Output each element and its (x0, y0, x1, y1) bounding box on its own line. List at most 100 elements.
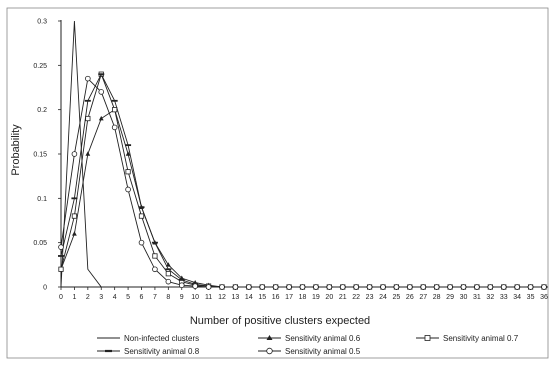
x-tick-label: 15 (258, 294, 266, 301)
series-3-point (125, 169, 131, 175)
series-5-point (339, 284, 346, 290)
x-tick-label: 18 (299, 294, 307, 301)
series-5-point (272, 284, 279, 290)
legend-label-sens-0-6: Sensitivity animal 0.6 (285, 334, 361, 343)
series-5-point (407, 284, 413, 290)
x-tick-label: 19 (312, 294, 320, 301)
x-tick-label: 26 (406, 294, 414, 301)
series-5-point (138, 239, 145, 246)
x-tick-label: 8 (166, 294, 170, 301)
x-tick-label: 34 (513, 294, 521, 301)
series-2-point (98, 115, 104, 121)
x-tick-label: 1 (72, 294, 76, 301)
figure-frame (6, 7, 549, 359)
legend-marker-square (424, 335, 431, 341)
x-tick-label: 31 (473, 294, 481, 301)
series-5-point (232, 284, 239, 290)
series-1-line (60, 20, 544, 288)
series-5-point (219, 284, 225, 290)
x-tick-label: 29 (446, 294, 454, 301)
legend-item-sens-0-6: Sensitivity animal 0.6 (258, 334, 361, 343)
x-tick-label: 12 (218, 294, 226, 301)
x-tick-label: 22 (352, 294, 360, 301)
series-5-point (420, 284, 427, 290)
x-tick-label: 3 (99, 294, 103, 301)
series-5-point (299, 284, 306, 290)
series-5-point (514, 284, 520, 290)
series-2-point (85, 151, 91, 156)
series-5-point (152, 266, 158, 273)
x-tick-label: 23 (366, 294, 374, 301)
series-3-point (112, 107, 118, 113)
series-3-point (138, 213, 145, 219)
series-5-point (205, 284, 212, 290)
x-tick-label: 4 (113, 294, 117, 301)
series-5-point (366, 284, 373, 290)
series-5-point (433, 284, 440, 290)
series-3-point (71, 213, 78, 219)
legend-label-non-infected: Non-infected clusters (124, 334, 199, 343)
y-tick-label: 0.3 (37, 19, 47, 26)
series-5-point (259, 284, 266, 290)
axes (60, 20, 548, 288)
series-5-point (487, 284, 494, 290)
y-tick-label: 0.05 (33, 240, 47, 247)
x-tick-label: 32 (486, 294, 494, 301)
x-tick-label: 6 (140, 294, 144, 301)
series-5-point (380, 284, 386, 290)
series-5-point (460, 284, 467, 290)
series-3-point (152, 253, 158, 259)
series-5-point (541, 284, 547, 290)
legend-marker-triangle (266, 335, 273, 340)
series-5-point (178, 282, 185, 289)
series-5-point (165, 278, 172, 285)
series-5-point (447, 284, 453, 290)
x-tick-label: 2 (86, 294, 90, 301)
x-tick-label: 13 (232, 294, 240, 301)
x-tick-label: 25 (393, 294, 401, 301)
x-tick-label: 36 (540, 294, 548, 301)
x-tick-label: 21 (339, 294, 347, 301)
y-axis-label: Probability (10, 124, 22, 176)
legend-item-sens-0-8: Sensitivity animal 0.8 (97, 347, 200, 356)
x-tick-label: 20 (325, 294, 333, 301)
series-5-point (111, 124, 118, 131)
series-5-point (286, 284, 292, 290)
series-5-point (326, 284, 333, 290)
series-5-point (98, 89, 105, 95)
x-axis-label: Number of positive clusters expected (190, 315, 370, 327)
series-3-point (58, 266, 64, 272)
y-tick-label: 0.2 (37, 107, 47, 114)
series-5-point (393, 284, 400, 290)
series-5-point (58, 244, 64, 250)
series-5-point (192, 283, 198, 289)
series-5-line (60, 77, 544, 288)
x-tick-label: 7 (153, 294, 157, 301)
series-5-point (125, 186, 131, 193)
series-5-point (474, 284, 480, 290)
legend-marker-circle (266, 347, 273, 355)
y-tick-label: 0.15 (33, 152, 47, 159)
series-5-point (313, 284, 319, 290)
series-2-point (72, 231, 77, 236)
x-tick-label: 14 (245, 294, 253, 301)
legend-item-sens-0-5: Sensitivity animal 0.5 (258, 347, 361, 356)
legend: Non-infected clusters Sensitivity animal… (97, 334, 519, 356)
legend-label-sens-0-8: Sensitivity animal 0.8 (124, 347, 200, 356)
x-tick-label: 5 (126, 294, 130, 301)
y-tick-label: 0.1 (37, 196, 47, 203)
series-5-point (246, 284, 252, 290)
series-2-point (125, 151, 131, 156)
series-2-point (165, 262, 171, 267)
legend-label-sens-0-5: Sensitivity animal 0.5 (285, 347, 361, 356)
x-tick-label: 24 (379, 294, 387, 301)
series-5-point (500, 284, 507, 290)
x-tick-label: 17 (285, 294, 293, 301)
x-tick-label: 9 (180, 294, 184, 301)
x-tick-label: 16 (272, 294, 280, 301)
series-3-point (165, 271, 171, 277)
x-tick-label: 0 (59, 294, 63, 301)
legend-item-sens-0-7: Sensitivity animal 0.7 (416, 334, 519, 343)
series-2-line (60, 108, 544, 288)
